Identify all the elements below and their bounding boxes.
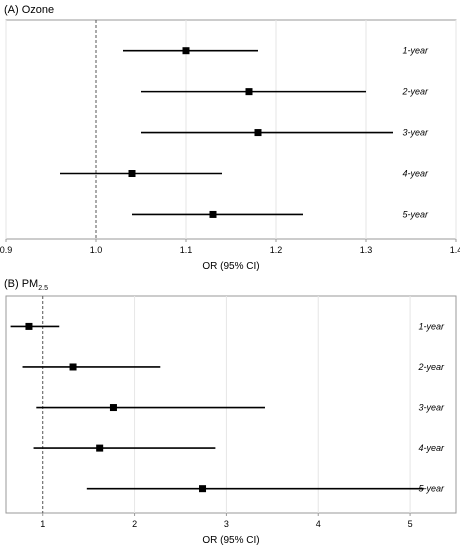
point-estimate-5-year bbox=[209, 210, 217, 218]
plot-area bbox=[5, 19, 457, 240]
row-label-5-year: 5-year bbox=[402, 209, 429, 219]
x-tick-label: 0.9 bbox=[0, 245, 12, 255]
point-estimate-3-year bbox=[254, 129, 262, 137]
point-estimate-1-year bbox=[182, 47, 190, 55]
row-label-2-year: 2-year bbox=[401, 87, 429, 97]
panel-a-title: (A) Ozone bbox=[4, 4, 54, 16]
x-tick-label: 2 bbox=[132, 519, 137, 529]
panel-b-title: (B) PM2.5 bbox=[4, 278, 48, 292]
row-label-3-year: 3-year bbox=[418, 403, 445, 413]
row-label-1-year: 1-year bbox=[402, 46, 429, 56]
panel-b-title-subscript: 2.5 bbox=[38, 285, 48, 292]
point-estimate-5-year bbox=[199, 485, 207, 493]
x-tick-label: 4 bbox=[316, 519, 321, 529]
point-estimate-1-year bbox=[25, 322, 33, 330]
x-tick-label: 1.0 bbox=[90, 245, 103, 255]
x-axis-title: OR (95% CI) bbox=[202, 261, 259, 272]
row-label-3-year: 3-year bbox=[402, 128, 429, 138]
x-tick-label: 1.1 bbox=[180, 245, 193, 255]
x-tick-label: 1 bbox=[40, 519, 45, 529]
x-tick-label: 3 bbox=[224, 519, 229, 529]
row-label-2-year: 2-year bbox=[417, 362, 445, 372]
x-tick-label: 1.2 bbox=[270, 245, 283, 255]
point-estimate-2-year bbox=[245, 88, 253, 96]
point-estimate-4-year bbox=[128, 170, 136, 178]
plot-area bbox=[5, 295, 457, 514]
x-tick-label: 5 bbox=[408, 519, 413, 529]
point-estimate-4-year bbox=[96, 444, 104, 452]
x-axis-title: OR (95% CI) bbox=[202, 535, 259, 546]
row-label-4-year: 4-year bbox=[418, 443, 445, 453]
panel-b-pm25: 1 2 3 4 5 1-year 2-year 3-year 4-year 5-year OR (9… bbox=[5, 295, 457, 546]
x-tick-label: 1.3 bbox=[360, 245, 373, 255]
x-tick-label: 1.4 bbox=[450, 245, 460, 255]
point-estimate-3-year bbox=[109, 404, 117, 412]
row-label-1-year: 1-year bbox=[418, 321, 445, 331]
row-label-4-year: 4-year bbox=[402, 169, 429, 179]
point-estimate-2-year bbox=[69, 363, 77, 371]
row-label-5-year: 5-year bbox=[418, 484, 445, 494]
panel-a-ozone: 0.9 1.0 1.1 1.2 1.3 1.4 1-year 2-year 3-year 4-ye… bbox=[0, 19, 460, 272]
